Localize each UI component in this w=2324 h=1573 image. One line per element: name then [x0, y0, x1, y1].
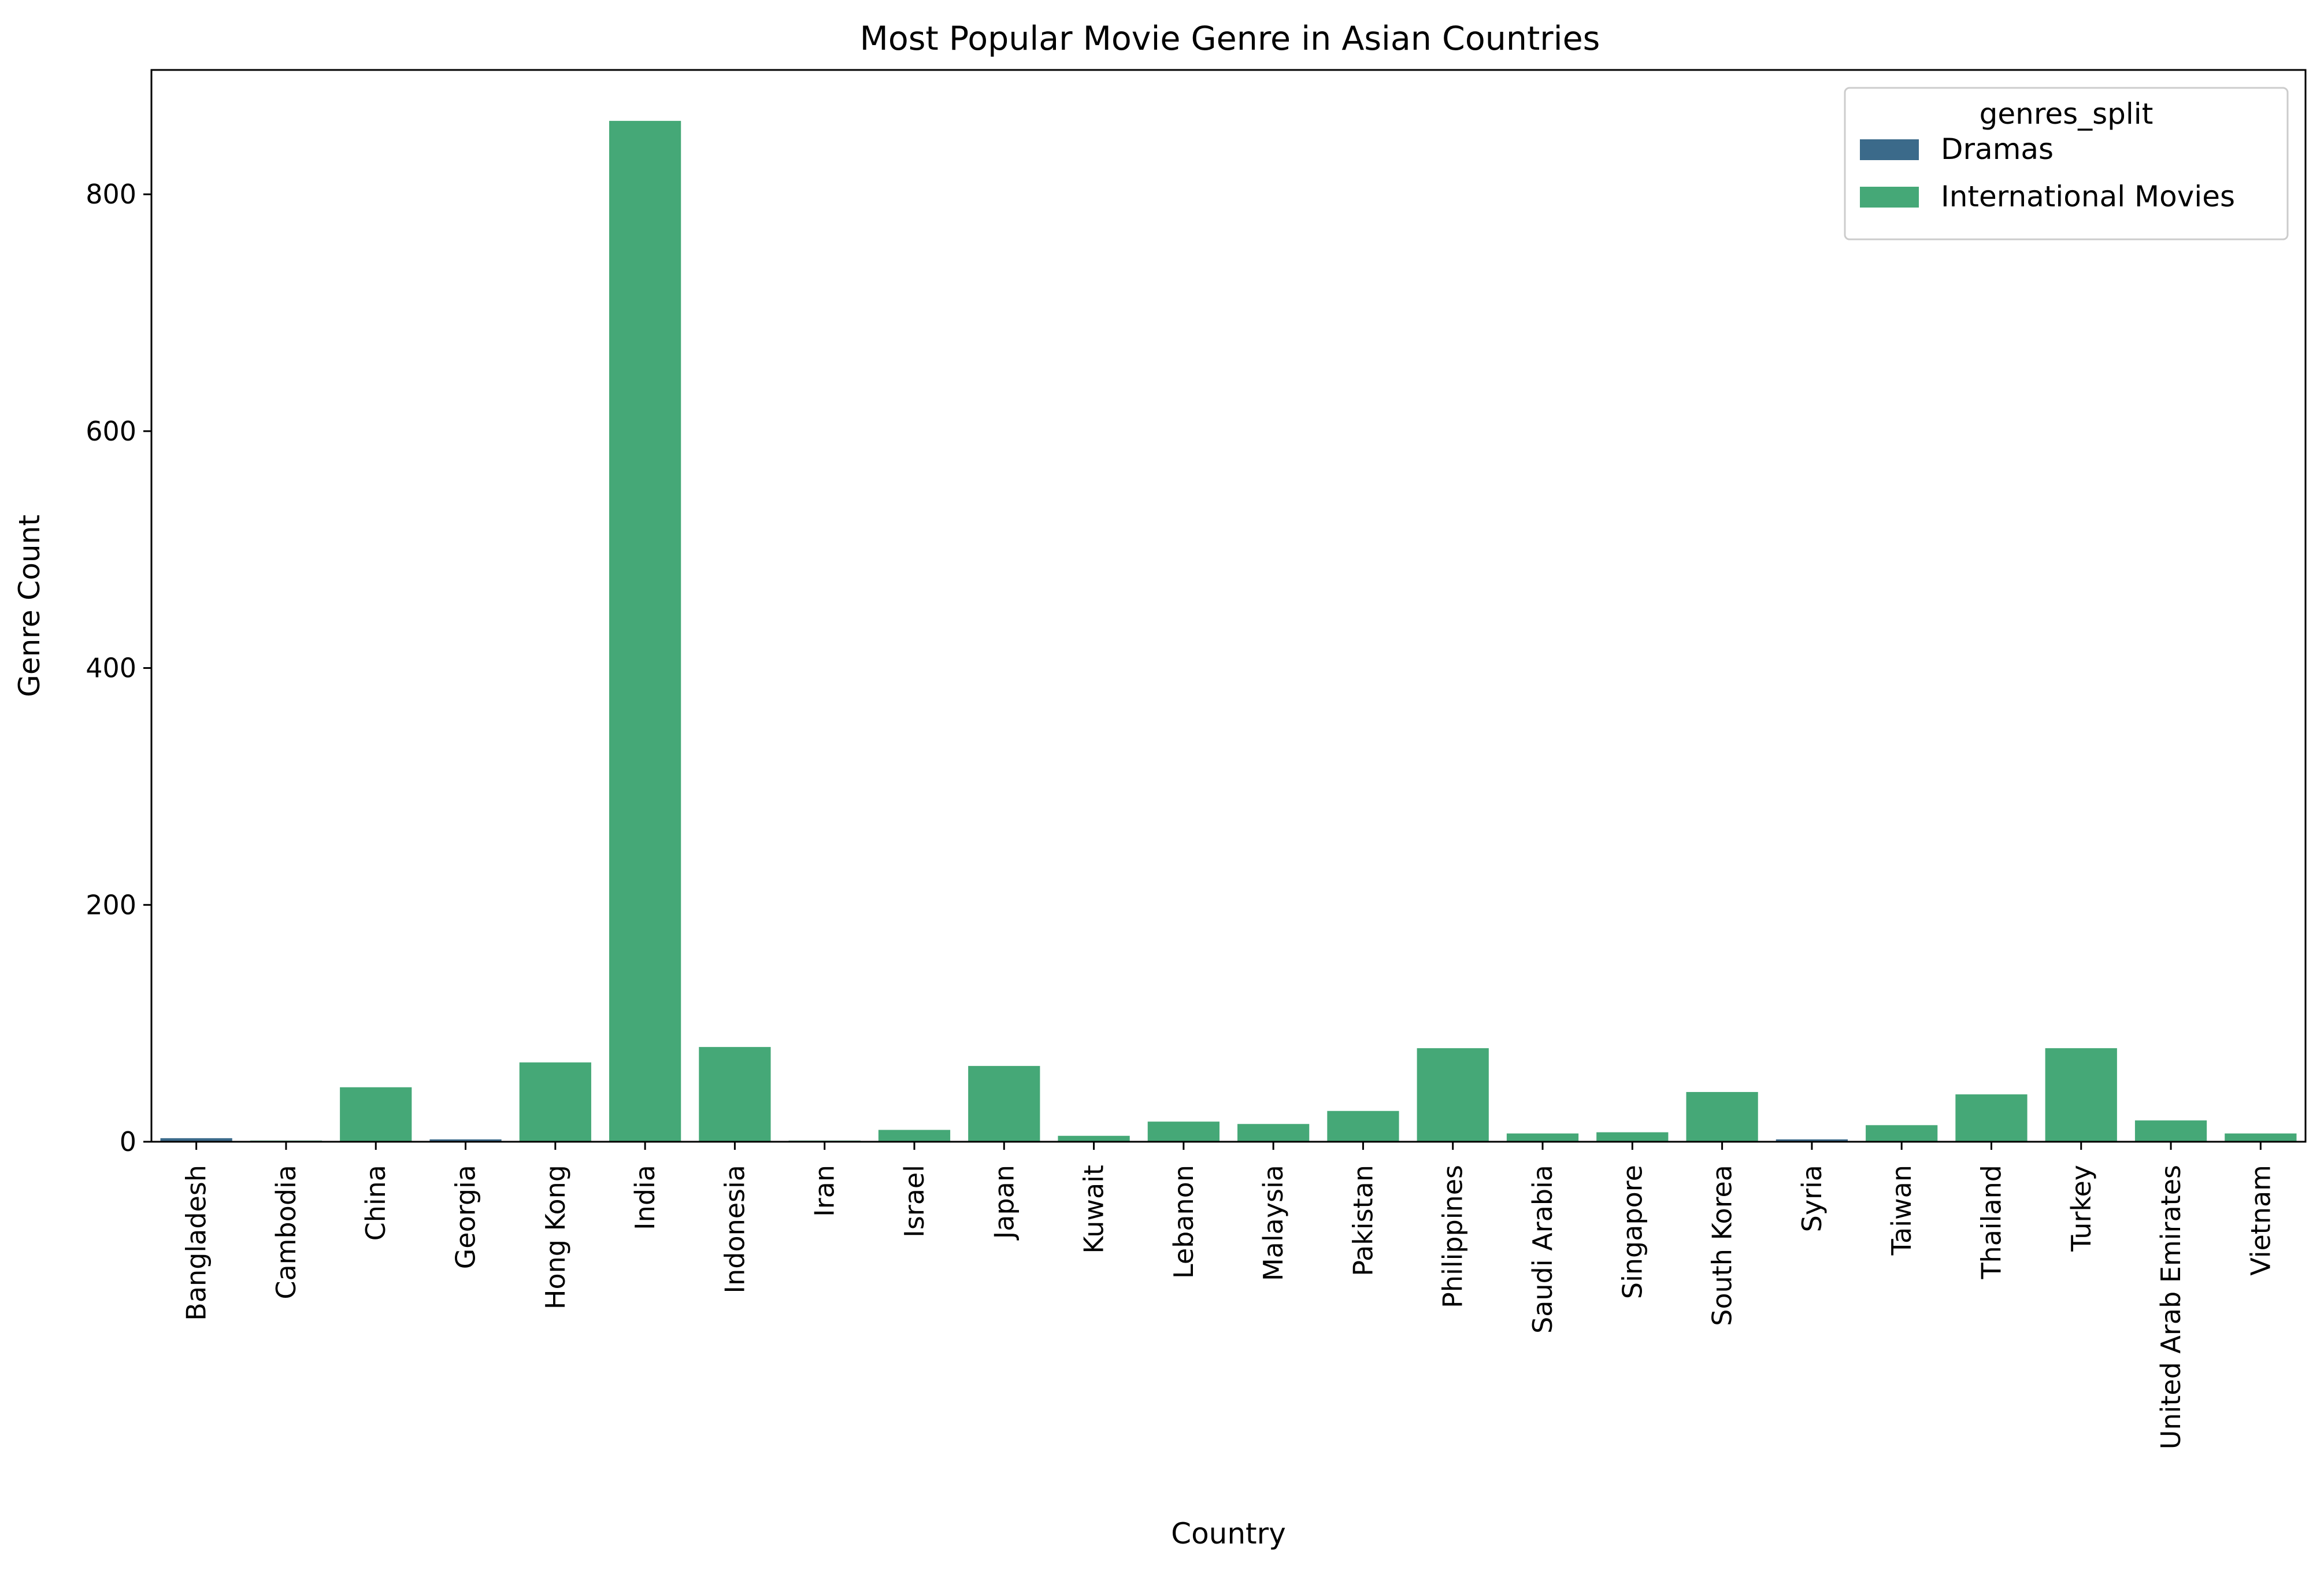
legend-label: International Movies [1941, 180, 2235, 213]
legend-swatch [1860, 139, 1919, 160]
y-tick-label: 400 [86, 653, 136, 684]
bar-hong-kong [519, 1062, 591, 1142]
x-tick-label: Pakistan [1347, 1165, 1378, 1276]
x-tick-label: Georgia [450, 1165, 481, 1269]
x-tick-label: Lebanon [1168, 1165, 1199, 1279]
chart-title: Most Popular Movie Genre in Asian Countr… [860, 20, 1600, 58]
legend-items: Dramas International Movies [1860, 132, 2235, 213]
x-axis-ticks: Bangladesh Cambodia China Georgia Hong Kong I… [181, 1142, 2276, 1449]
x-tick-label: United Arab Emirates [2155, 1165, 2186, 1449]
axes-frame [150, 69, 2307, 1143]
bar-georgia [429, 1139, 502, 1142]
legend-box [1844, 87, 2289, 240]
x-tick-label: Thailand [1975, 1165, 2007, 1280]
x-tick-label: Vietnam [2245, 1165, 2276, 1276]
bar-bangladesh [160, 1138, 232, 1142]
legend-label: Dramas [1941, 132, 2054, 166]
x-tick-label: Taiwan [1886, 1165, 1917, 1256]
bar-syria [1776, 1139, 1848, 1142]
bar-vietnam [2225, 1133, 2297, 1142]
x-tick-label: Syria [1796, 1165, 1828, 1232]
y-tick-label: 800 [86, 179, 136, 210]
y-tick-label: 600 [86, 416, 136, 447]
x-tick-label: Singapore [1617, 1165, 1648, 1299]
bar-israel [878, 1130, 951, 1142]
bar-japan [968, 1065, 1040, 1142]
bar-kuwait [1058, 1135, 1130, 1142]
bars-group [160, 121, 2297, 1142]
legend-swatch [1860, 187, 1919, 208]
bar-indonesia [699, 1047, 771, 1142]
x-tick-label: South Korea [1707, 1165, 1738, 1326]
bar-saudi-arabia [1506, 1133, 1579, 1142]
plot-area: 0 200 400 600 800 Bangladesh Cambodia China Geo… [86, 69, 2307, 1449]
y-tick-label: 0 [120, 1126, 136, 1157]
x-tick-label: Saudi Arabia [1527, 1165, 1558, 1334]
bar-turkey [2045, 1048, 2117, 1142]
bar-philippines [1417, 1048, 1489, 1142]
x-tick-label: Malaysia [1258, 1165, 1289, 1281]
legend-title: genres_split [1980, 97, 2154, 131]
x-axis-label: Country [1171, 1517, 1286, 1550]
bar-china [340, 1087, 412, 1142]
bar-lebanon [1147, 1122, 1220, 1142]
x-tick-label: Turkey [2066, 1165, 2097, 1252]
bar-malaysia [1237, 1124, 1310, 1142]
x-tick-label: India [629, 1165, 661, 1230]
x-tick-label: China [360, 1165, 391, 1241]
bar-south-korea [1686, 1091, 1758, 1142]
bar-singapore [1596, 1132, 1669, 1142]
bar-united-arab-emirates [2134, 1120, 2207, 1142]
x-tick-label: Bangladesh [181, 1165, 212, 1321]
bar-india [609, 121, 681, 1142]
x-tick-label: Kuwait [1078, 1165, 1110, 1254]
y-axis-label: Genre Count [13, 515, 46, 697]
x-tick-label: Israel [899, 1165, 930, 1238]
x-tick-label: Cambodia [270, 1165, 302, 1300]
bar-taiwan [1866, 1125, 1938, 1142]
x-tick-label: Hong Kong [540, 1165, 571, 1309]
y-axis-ticks: 0 200 400 600 800 [86, 179, 151, 1157]
x-tick-label: Indonesia [719, 1165, 750, 1293]
legend: genres_split Dramas International Movies [1844, 87, 2289, 240]
bar-pakistan [1327, 1111, 1399, 1142]
x-tick-label: Japan [988, 1165, 1020, 1241]
bar-thailand [1955, 1094, 2028, 1142]
x-tick-label: Philippines [1437, 1165, 1469, 1308]
x-tick-label: Iran [809, 1165, 840, 1217]
y-tick-label: 200 [86, 889, 136, 920]
